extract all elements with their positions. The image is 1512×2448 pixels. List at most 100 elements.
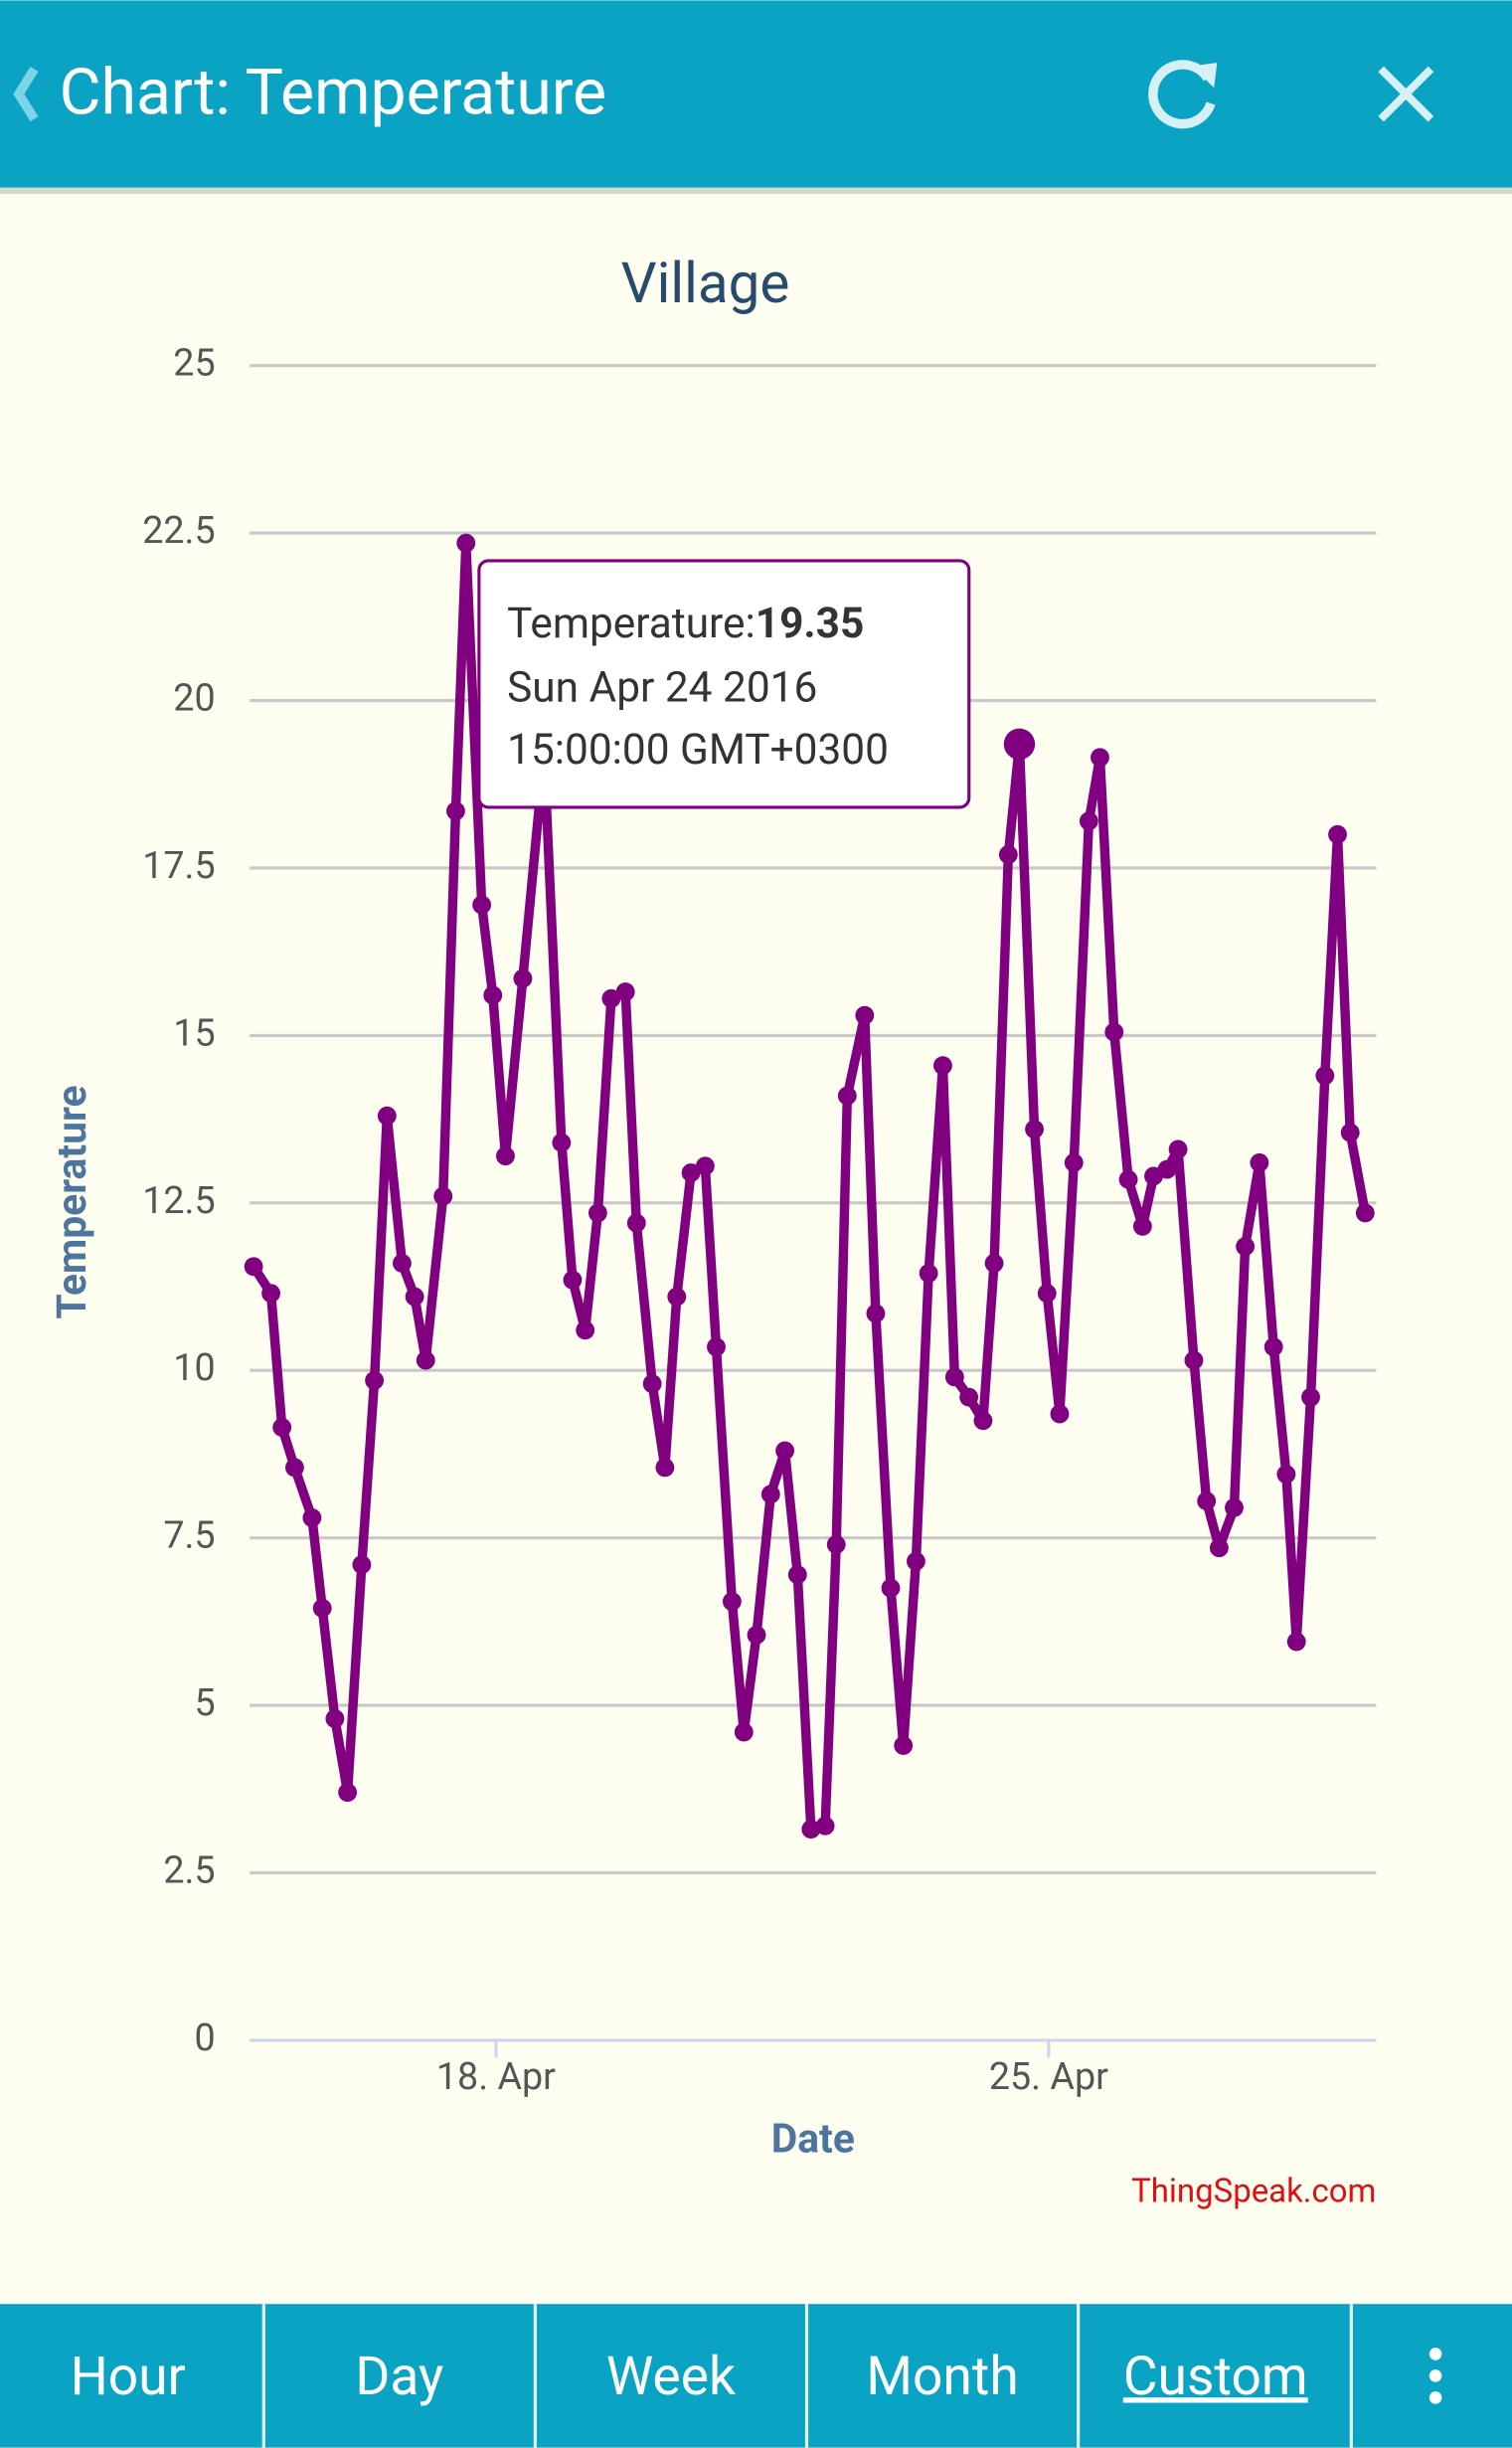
point <box>416 1350 435 1370</box>
point <box>881 1578 901 1598</box>
y-tick-label: 10 <box>173 1346 215 1390</box>
tab[interactable]: Day <box>355 2346 443 2408</box>
point <box>1168 1139 1188 1159</box>
point <box>907 1551 925 1571</box>
menu-dot <box>1428 2348 1442 2361</box>
tooltip-label: Temperature: <box>507 600 756 648</box>
point <box>837 1086 857 1106</box>
y-tick-label: 15 <box>173 1011 215 1055</box>
y-tick-label: 17.5 <box>142 844 215 888</box>
point <box>1315 1066 1335 1086</box>
refresh-icon <box>1148 60 1216 129</box>
y-tick-label: 25 <box>173 342 215 386</box>
header-bar <box>0 0 1512 188</box>
y-tick-label: 0 <box>194 2016 215 2060</box>
tooltip-line: Temperature:19.35 <box>507 600 864 648</box>
tooltip-date: Sun Apr 24 2016 <box>507 663 817 712</box>
point <box>433 1186 453 1206</box>
point <box>272 1418 292 1437</box>
credit[interactable]: ThingSpeak.com <box>1131 2172 1376 2210</box>
point <box>483 985 503 1005</box>
menu-dot <box>1428 2391 1442 2404</box>
point <box>775 1441 795 1461</box>
header-title: Chart: Temperature <box>60 55 607 130</box>
tooltip-box <box>477 559 971 809</box>
y-tick-label: 22.5 <box>142 509 215 553</box>
point <box>1132 1216 1152 1236</box>
point <box>1037 1284 1057 1304</box>
point <box>1197 1491 1217 1511</box>
point <box>1025 1120 1044 1139</box>
point <box>722 1592 742 1612</box>
point <box>1250 1152 1269 1172</box>
point <box>1209 1538 1229 1558</box>
tab[interactable]: Week <box>606 2346 737 2408</box>
point <box>801 1820 821 1839</box>
point <box>826 1534 846 1554</box>
point <box>655 1458 675 1478</box>
point <box>1104 1022 1124 1042</box>
point <box>576 1320 595 1340</box>
point <box>1355 1203 1375 1223</box>
point <box>312 1598 332 1618</box>
point <box>919 1264 938 1283</box>
point <box>472 895 492 915</box>
point <box>1064 1152 1084 1172</box>
tab-dividers <box>261 2304 1353 2448</box>
point <box>552 1133 572 1152</box>
point <box>866 1304 886 1323</box>
tab[interactable]: Hour <box>71 2346 186 2408</box>
y-tick-label: 2.5 <box>163 1848 215 1892</box>
point <box>959 1387 979 1407</box>
point <box>456 533 476 553</box>
refresh-button[interactable] <box>1148 60 1218 129</box>
point <box>944 1367 964 1387</box>
point <box>747 1625 766 1645</box>
point <box>1328 824 1347 844</box>
point <box>325 1709 345 1728</box>
point <box>1118 1169 1138 1189</box>
point <box>642 1374 662 1394</box>
point <box>1225 1497 1244 1517</box>
highlighted-point <box>1003 728 1036 761</box>
back-button[interactable] <box>13 66 39 122</box>
point <box>787 1565 807 1585</box>
point <box>1079 811 1098 831</box>
point <box>1276 1465 1296 1485</box>
point <box>1050 1404 1070 1424</box>
point <box>352 1555 372 1575</box>
close-button[interactable] <box>1378 66 1434 122</box>
point <box>496 1146 515 1166</box>
point <box>1340 1123 1360 1142</box>
point <box>302 1508 322 1527</box>
point <box>588 1203 607 1223</box>
point <box>338 1783 358 1803</box>
menu-dot <box>1428 2369 1442 2382</box>
point <box>1286 1632 1306 1652</box>
point <box>815 1816 835 1836</box>
tab-active[interactable]: Custom <box>1123 2346 1308 2408</box>
point <box>681 1163 701 1182</box>
refresh-arrow <box>1192 63 1218 88</box>
point <box>601 988 621 1008</box>
tooltip: Temperature:19.35 Sun Apr 24 2016 15:00:… <box>477 559 971 809</box>
point <box>244 1257 263 1277</box>
y-tick-label: 20 <box>173 676 215 720</box>
menu-button[interactable] <box>1428 2348 1442 2404</box>
point <box>1263 1337 1283 1357</box>
y-axis-title: Temperature <box>48 1085 95 1318</box>
x-tick-label: 25. Apr <box>989 2055 1108 2099</box>
x-tick-label: 18. Apr <box>436 2055 556 2099</box>
tab[interactable]: Month <box>866 2346 1018 2408</box>
point <box>365 1370 385 1390</box>
tooltip-time: 15:00:00 GMT+0300 <box>507 726 889 775</box>
point <box>695 1156 715 1176</box>
point <box>284 1458 304 1478</box>
plot-area: 0 2.5 5 7.5 10 12.5 15 17.5 20 22.5 25 18. Apr 25. A… <box>142 342 1377 2099</box>
point <box>1301 1387 1320 1407</box>
header-shadow <box>0 187 1512 195</box>
point <box>760 1485 780 1504</box>
